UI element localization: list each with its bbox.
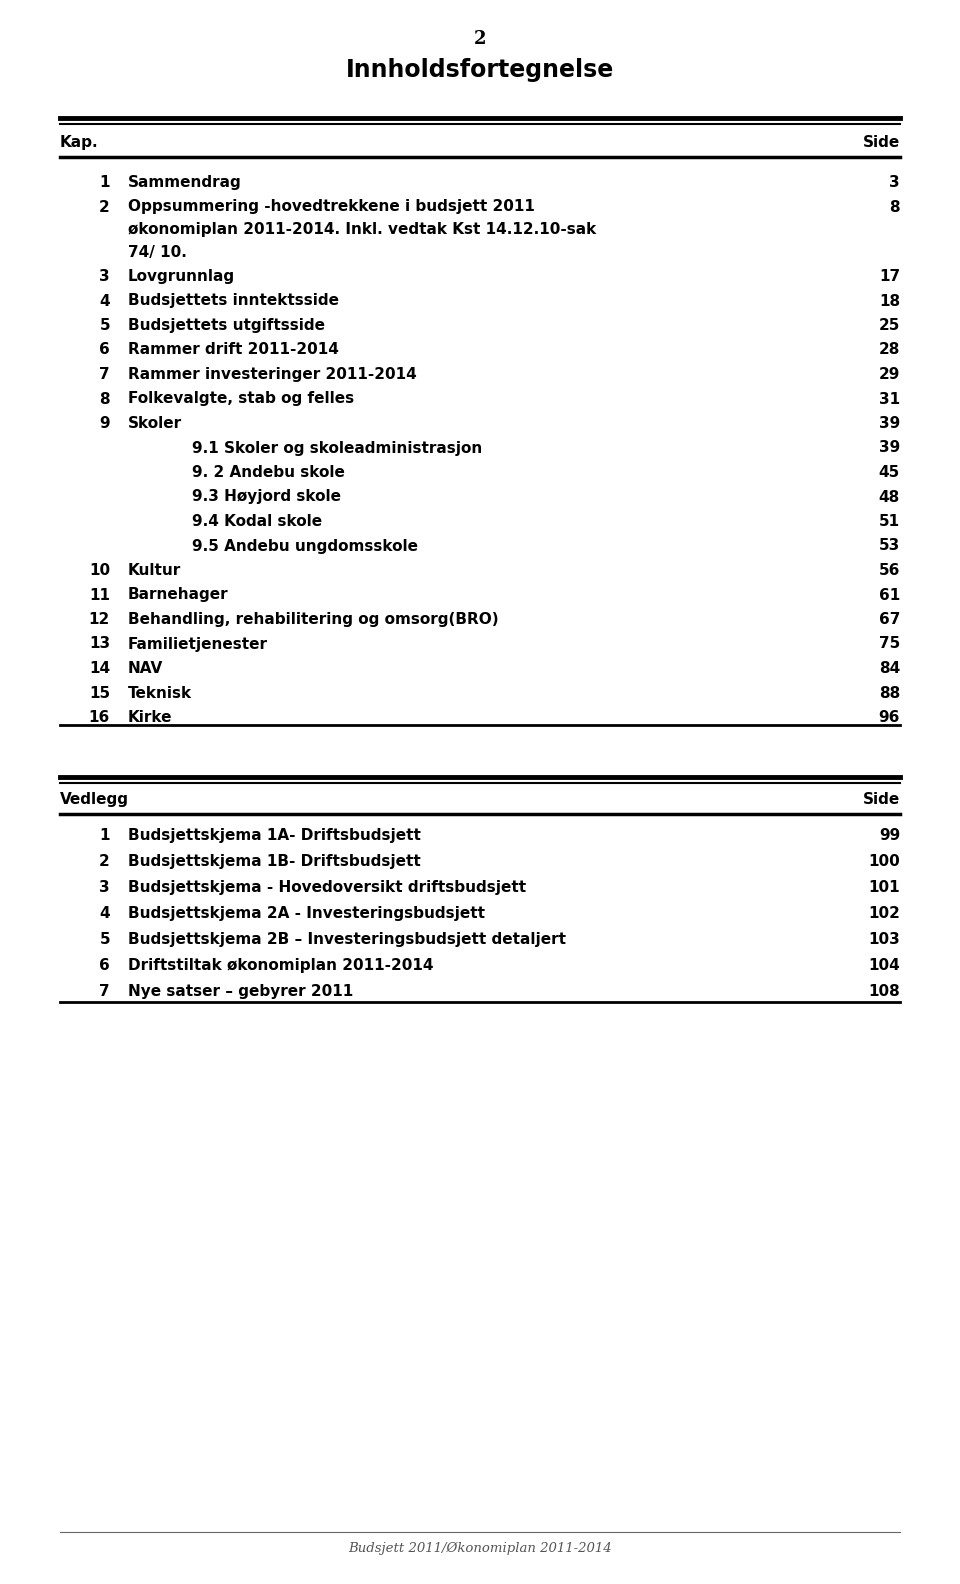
Text: Driftstiltak økonomiplan 2011-2014: Driftstiltak økonomiplan 2011-2014 [128, 958, 434, 973]
Text: 3: 3 [889, 174, 900, 190]
Text: 45: 45 [878, 466, 900, 480]
Text: Barnehager: Barnehager [128, 588, 228, 602]
Text: Budsjett 2011/Økonomiplan 2011-2014: Budsjett 2011/Økonomiplan 2011-2014 [348, 1541, 612, 1555]
Text: 3: 3 [100, 879, 110, 895]
Text: 102: 102 [868, 906, 900, 920]
Text: 9.5 Andebu ungdomsskole: 9.5 Andebu ungdomsskole [192, 539, 418, 553]
Text: Budsjettets utgiftsside: Budsjettets utgiftsside [128, 318, 325, 333]
Text: Kap.: Kap. [60, 135, 99, 150]
Text: 9.3 Høyjord skole: 9.3 Høyjord skole [192, 489, 341, 504]
Text: 88: 88 [878, 686, 900, 700]
Text: Budsjettets inntektsside: Budsjettets inntektsside [128, 293, 339, 309]
Text: NAV: NAV [128, 661, 163, 676]
Text: 9.1 Skoler og skoleadministrasjon: 9.1 Skoler og skoleadministrasjon [192, 440, 482, 456]
Text: 4: 4 [100, 906, 110, 920]
Text: 25: 25 [878, 318, 900, 333]
Text: 6: 6 [99, 342, 110, 358]
Text: 28: 28 [878, 342, 900, 358]
Text: 39: 39 [878, 417, 900, 431]
Text: Budsjettskjema 1A- Driftsbudsjett: Budsjettskjema 1A- Driftsbudsjett [128, 828, 420, 843]
Text: Teknisk: Teknisk [128, 686, 192, 700]
Text: 7: 7 [100, 367, 110, 382]
Text: 12: 12 [88, 611, 110, 627]
Text: Budsjettskjema 2B – Investeringsbudsjett detaljert: Budsjettskjema 2B – Investeringsbudsjett… [128, 931, 566, 947]
Text: 48: 48 [878, 489, 900, 504]
Text: 4: 4 [100, 293, 110, 309]
Text: 75: 75 [878, 637, 900, 651]
Text: 2: 2 [99, 854, 110, 868]
Text: Oppsummering -hovedtrekkene i budsjett 2011: Oppsummering -hovedtrekkene i budsjett 2… [128, 200, 535, 214]
Text: 29: 29 [878, 367, 900, 382]
Text: 1: 1 [100, 174, 110, 190]
Text: Budsjettskjema 1B- Driftsbudsjett: Budsjettskjema 1B- Driftsbudsjett [128, 854, 420, 868]
Text: 17: 17 [878, 269, 900, 284]
Text: 7: 7 [100, 984, 110, 998]
Text: 1: 1 [100, 828, 110, 843]
Text: økonomiplan 2011-2014. Inkl. vedtak Kst 14.12.10-sak: økonomiplan 2011-2014. Inkl. vedtak Kst … [128, 222, 596, 238]
Text: 6: 6 [99, 958, 110, 973]
Text: Behandling, rehabilitering og omsorg(BRO): Behandling, rehabilitering og omsorg(BRO… [128, 611, 498, 627]
Text: 18: 18 [878, 293, 900, 309]
Text: 5: 5 [100, 931, 110, 947]
Text: 99: 99 [878, 828, 900, 843]
Text: 11: 11 [89, 588, 110, 602]
Text: Innholdsfortegnelse: Innholdsfortegnelse [346, 59, 614, 82]
Text: Side: Side [863, 792, 900, 806]
Text: Folkevalgte, stab og felles: Folkevalgte, stab og felles [128, 391, 354, 407]
Text: 10: 10 [89, 562, 110, 578]
Text: 96: 96 [878, 710, 900, 725]
Text: 8: 8 [100, 391, 110, 407]
Text: 2: 2 [473, 30, 487, 48]
Text: 5: 5 [100, 318, 110, 333]
Text: Nye satser – gebyrer 2011: Nye satser – gebyrer 2011 [128, 984, 353, 998]
Text: 101: 101 [869, 879, 900, 895]
Text: 15: 15 [89, 686, 110, 700]
Text: 67: 67 [878, 611, 900, 627]
Text: 9. 2 Andebu skole: 9. 2 Andebu skole [192, 466, 345, 480]
Text: 61: 61 [878, 588, 900, 602]
Text: Budsjettskjema 2A - Investeringsbudsjett: Budsjettskjema 2A - Investeringsbudsjett [128, 906, 485, 920]
Text: Budsjettskjema - Hovedoversikt driftsbudsjett: Budsjettskjema - Hovedoversikt driftsbud… [128, 879, 526, 895]
Text: 3: 3 [100, 269, 110, 284]
Text: 56: 56 [878, 562, 900, 578]
Text: 74/ 10.: 74/ 10. [128, 244, 187, 260]
Text: 13: 13 [89, 637, 110, 651]
Text: Sammendrag: Sammendrag [128, 174, 242, 190]
Text: Familietjenester: Familietjenester [128, 637, 268, 651]
Text: 16: 16 [88, 710, 110, 725]
Text: Rammer investeringer 2011-2014: Rammer investeringer 2011-2014 [128, 367, 417, 382]
Text: Vedlegg: Vedlegg [60, 792, 129, 806]
Text: 39: 39 [878, 440, 900, 456]
Text: 84: 84 [878, 661, 900, 676]
Text: 100: 100 [868, 854, 900, 868]
Text: Side: Side [863, 135, 900, 150]
Text: 108: 108 [868, 984, 900, 998]
Text: 14: 14 [89, 661, 110, 676]
Text: 53: 53 [878, 539, 900, 553]
Text: Skoler: Skoler [128, 417, 182, 431]
Text: 51: 51 [878, 513, 900, 529]
Text: 31: 31 [878, 391, 900, 407]
Text: Rammer drift 2011-2014: Rammer drift 2011-2014 [128, 342, 339, 358]
Text: 9: 9 [100, 417, 110, 431]
Text: 103: 103 [868, 931, 900, 947]
Text: Kultur: Kultur [128, 562, 181, 578]
Text: 9.4 Kodal skole: 9.4 Kodal skole [192, 513, 323, 529]
Text: 8: 8 [889, 200, 900, 214]
Text: Lovgrunnlag: Lovgrunnlag [128, 269, 235, 284]
Text: 2: 2 [99, 200, 110, 214]
Text: Kirke: Kirke [128, 710, 173, 725]
Text: 104: 104 [868, 958, 900, 973]
